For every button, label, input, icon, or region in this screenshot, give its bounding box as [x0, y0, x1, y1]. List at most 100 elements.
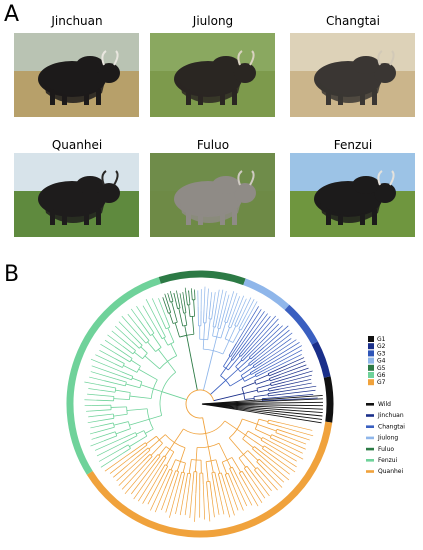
- clade-fenzui-leaf: [145, 299, 157, 320]
- clade-fuluo-stem: [186, 335, 198, 391]
- clade-fuluo-branch: [181, 302, 184, 314]
- clade-jinchuan-leaf: [281, 389, 316, 395]
- clade-fenzui-branch: [138, 318, 151, 336]
- clade-fenzui-branch: [145, 428, 154, 434]
- clade-fenzui-branch: [130, 359, 141, 367]
- clade-fenzui-branch: [96, 399, 114, 402]
- wild-branch: [201, 403, 323, 410]
- clade-fuluo-branch: [185, 290, 188, 306]
- clade-quanhei-branch: [215, 459, 221, 474]
- clade-fuluo-node-arc: [168, 312, 171, 314]
- clade-fuluo-branch: [164, 295, 172, 313]
- clade-jiulong-leaf: [225, 294, 230, 308]
- clade-fuluo-branch: [167, 294, 171, 303]
- clade-quanhei-node-arc: [254, 467, 258, 471]
- clade-quanhei-leaf: [116, 455, 145, 482]
- clade-quanhei-node-arc: [244, 465, 248, 469]
- breed-legend-swatch-changtai: [366, 425, 374, 428]
- clade-changtai-branch: [250, 367, 259, 374]
- clade-fenzui-node-arc: [126, 406, 128, 415]
- clade-jinchuan-node-arc: [256, 388, 259, 393]
- clade-jiulong-leaf: [210, 292, 213, 301]
- clade-changtai-branch: [250, 346, 265, 360]
- clade-quanhei-branch: [209, 481, 213, 500]
- group-legend-swatch-g1: [368, 336, 374, 342]
- clade-jiulong-branch: [211, 304, 214, 320]
- clade-fenzui-node-arc: [150, 379, 158, 399]
- clade-jinchuan-branch: [243, 389, 258, 394]
- clade-jinchuan-branch: [269, 370, 282, 377]
- clade-changtai-node-arc: [223, 366, 229, 371]
- clade-fenzui-branch: [103, 435, 117, 442]
- clade-jiulong-node-arc: [212, 335, 221, 339]
- clade-jiulong-branch: [203, 322, 206, 340]
- clade-fuluo-branch: [191, 290, 193, 300]
- clade-fuluo-branch: [173, 292, 178, 309]
- clade-fenzui-node-arc: [159, 355, 177, 370]
- clade-quanhei-node-arc: [218, 472, 222, 475]
- clade-jiulong-branch: [217, 315, 221, 329]
- yak-photo-quanhei: [14, 153, 139, 237]
- clade-jiulong-branch: [205, 312, 208, 323]
- clade-jiulong-branch: [228, 325, 237, 341]
- ring-changtai: [284, 304, 318, 345]
- group-legend-swatch-g5: [368, 364, 374, 371]
- clade-quanhei-branch: [176, 461, 181, 472]
- clade-quanhei-leaf: [259, 476, 272, 491]
- wild-branch: [201, 403, 323, 420]
- clade-quanhei-stem: [202, 417, 207, 434]
- clade-jinchuan-branch: [244, 398, 255, 400]
- clade-fenzui-node-arc: [161, 336, 166, 340]
- clade-jinchuan-leaf: [289, 370, 313, 378]
- clade-quanhei-leaf: [238, 479, 253, 506]
- clade-fenzui-branch: [146, 321, 155, 334]
- clade-jinchuan-leaf: [286, 357, 305, 366]
- clade-changtai-node-arc: [254, 374, 257, 377]
- clade-jinchuan-leaf: [281, 367, 309, 378]
- clade-changtai-branch: [229, 378, 244, 387]
- clade-quanhei-leaf: [138, 467, 160, 502]
- clade-fenzui-node-arc: [128, 421, 131, 429]
- clade-fenzui-branch: [94, 413, 114, 417]
- group-legend-label-g4: G4: [377, 358, 386, 365]
- clade-quanhei-branch: [158, 465, 169, 484]
- yak-photo-fenzui: [290, 153, 415, 237]
- group-legend-label-g2: G2: [377, 343, 386, 350]
- ring-quanhei: [86, 421, 333, 538]
- clade-quanhei-leaf: [275, 444, 304, 460]
- clade-changtai-branch: [240, 349, 247, 357]
- clade-fenzui-branch: [147, 341, 156, 352]
- clade-changtai-node-arc: [235, 366, 241, 373]
- root-arc: [185, 389, 215, 419]
- clade-fenzui-leaf: [84, 381, 99, 385]
- wild-branch: [201, 398, 323, 405]
- clade-jiulong-node-arc: [224, 321, 228, 324]
- group-legend-label-g6: G6: [377, 372, 386, 379]
- clade-quanhei-branch: [150, 443, 163, 456]
- clade-fenzui-branch: [113, 413, 128, 417]
- clade-changtai-branch: [230, 338, 243, 357]
- clade-quanhei-leaf: [279, 422, 313, 431]
- clade-fenzui-branch: [156, 330, 163, 339]
- clade-jinchuan-branch: [270, 377, 290, 384]
- ring-fenzui: [66, 277, 161, 475]
- clade-fenzui-leaf: [99, 349, 116, 359]
- clade-fuluo-branch: [191, 316, 195, 335]
- clade-quanhei-node-arc: [164, 464, 168, 467]
- outer-group-ring: [66, 270, 334, 538]
- clade-changtai-leaf: [255, 329, 290, 358]
- clade-fuluo-branch: [193, 299, 196, 317]
- clade-jinchuan-node-arc: [254, 380, 257, 385]
- clade-quanhei-branch: [195, 460, 197, 472]
- clade-quanhei-leaf: [282, 426, 314, 437]
- clade-fenzui-branch: [158, 349, 168, 362]
- clade-quanhei-node-arc: [197, 442, 220, 448]
- clade-quanhei-leaf: [184, 482, 190, 516]
- clade-jiulong-leaf: [231, 296, 241, 317]
- clade-jinchuan-branch: [262, 397, 277, 400]
- clade-fuluo-branch: [171, 301, 178, 323]
- clade-fenzui-node-arc: [135, 432, 138, 436]
- ring-jinchuan: [311, 341, 331, 378]
- clade-quanhei-branch: [245, 434, 264, 448]
- clade-fenzui-branch: [122, 435, 138, 444]
